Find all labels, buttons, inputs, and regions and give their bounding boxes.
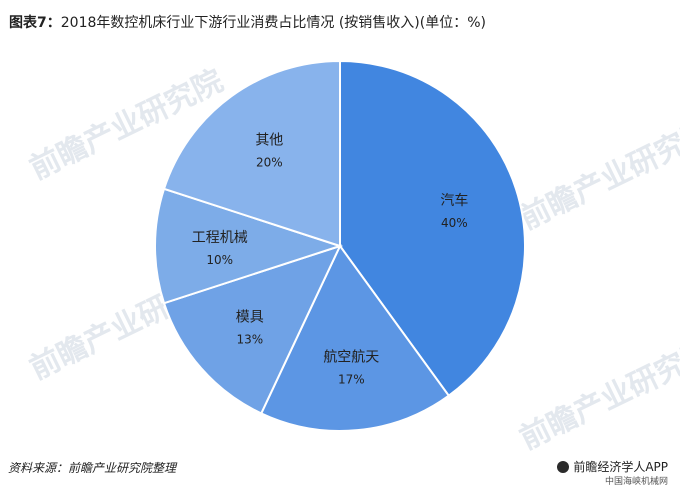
slice-value-2: 13%	[236, 333, 263, 347]
brand-text: 前瞻经济学人APP	[573, 460, 668, 474]
pie-slice-1	[259, 244, 451, 432]
pie-slice-0	[339, 59, 526, 398]
chart-title-text: 2018年数控机床行业下游行业消费占比情况 (按销售收入)(单位：%)	[60, 15, 486, 31]
slice-value-0: 40%	[441, 216, 468, 230]
chart-title: 图表7：2018年数控机床行业下游行业消费占比情况 (按销售收入)(单位：%)	[9, 12, 486, 32]
pie-slices	[154, 59, 526, 432]
chart-title-prefix: 图表7：	[9, 15, 61, 31]
slice-label-3: 工程机械	[192, 230, 248, 246]
slice-label-1: 航空航天	[323, 350, 379, 366]
subbrand: 中国海峡机械网	[604, 477, 668, 487]
brand-logo-icon	[557, 460, 570, 473]
slice-label-0: 汽车	[440, 192, 468, 209]
slice-value-4: 20%	[256, 156, 283, 170]
slice-value-3: 10%	[206, 253, 233, 267]
slice-value-1: 17%	[338, 373, 365, 387]
pie-labels: 汽车 40% 航空航天 17% 模具 13% 工程机械 10% 其他 20%	[192, 133, 469, 387]
pie-slice-4	[162, 59, 341, 248]
slice-label-4: 其他	[255, 133, 283, 149]
slice-label-2: 模具	[236, 310, 264, 326]
brand: 前瞻经济学人APP	[557, 458, 668, 475]
pie-slice-3	[154, 187, 344, 305]
source-note: 资料来源：前瞻产业研究院整理	[8, 461, 177, 475]
pie-slice-2	[162, 244, 342, 415]
